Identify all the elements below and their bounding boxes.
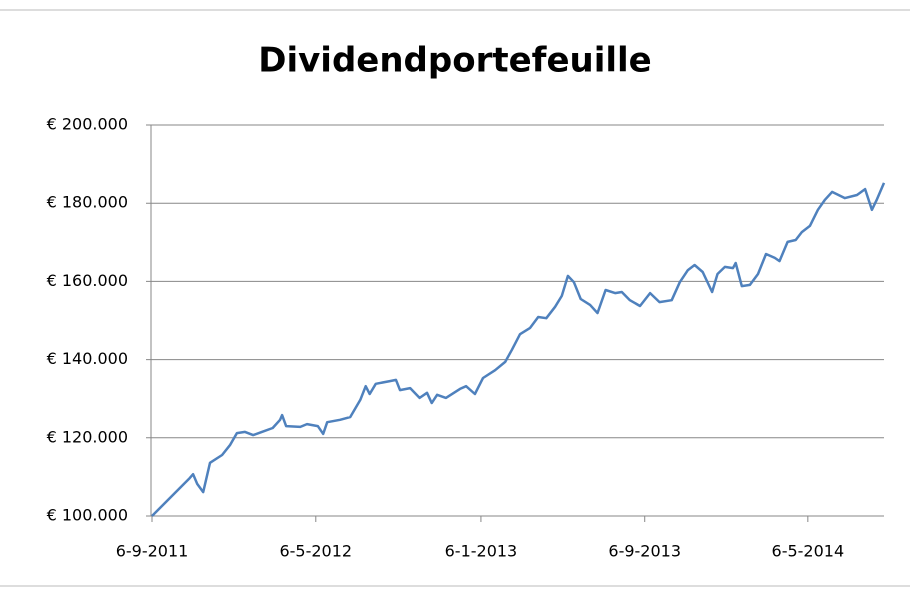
y-tick-label: € 100.000	[47, 506, 128, 525]
y-tick-label: € 180.000	[47, 193, 128, 212]
x-tick-label: 6-1-2013	[445, 542, 518, 561]
y-tick-label: € 160.000	[47, 271, 128, 290]
y-tick-label: € 200.000	[47, 115, 128, 134]
chart-title: Dividendportefeuille	[258, 41, 652, 81]
y-tick-label: € 140.000	[47, 349, 128, 368]
x-tick-label: 6-9-2011	[116, 542, 189, 561]
y-tick-label: € 120.000	[47, 427, 128, 446]
x-tick-label: 6-5-2014	[772, 542, 845, 561]
x-tick-label: 6-9-2013	[608, 542, 681, 561]
data-line	[151, 182, 886, 517]
x-tick-label: 6-5-2012	[279, 542, 352, 561]
